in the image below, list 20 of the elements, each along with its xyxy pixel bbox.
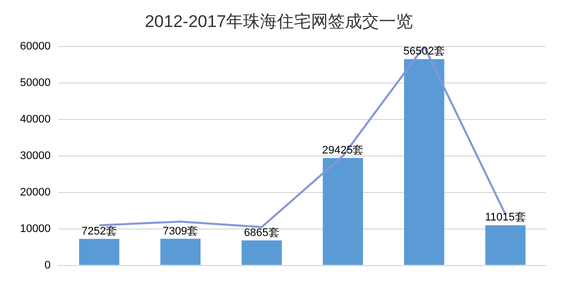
y-tick-label: 50000: [20, 76, 51, 89]
bar: [485, 225, 526, 265]
bar: [322, 158, 364, 265]
data-label: 7252套: [81, 225, 117, 238]
bar: [79, 238, 120, 265]
data-label: 11015套: [484, 212, 526, 224]
y-tick-label: 10000: [20, 222, 51, 235]
y-tick-label: 20000: [20, 186, 51, 198]
data-label: 29425套: [322, 144, 364, 157]
y-tick-label: 60000: [20, 40, 51, 52]
y-tick-label: 30000: [20, 150, 51, 162]
data-label: 7309套: [162, 225, 198, 238]
bar: [242, 240, 282, 265]
bar: [404, 59, 444, 265]
y-tick-label: 0: [44, 259, 51, 272]
bar: [160, 238, 201, 265]
chart-title: 2012-2017年珠海住宅网签成交一览: [144, 12, 414, 31]
data-label: 56502套: [403, 46, 445, 58]
data-label: 6865套: [244, 226, 280, 239]
y-tick-label: 40000: [20, 113, 51, 126]
